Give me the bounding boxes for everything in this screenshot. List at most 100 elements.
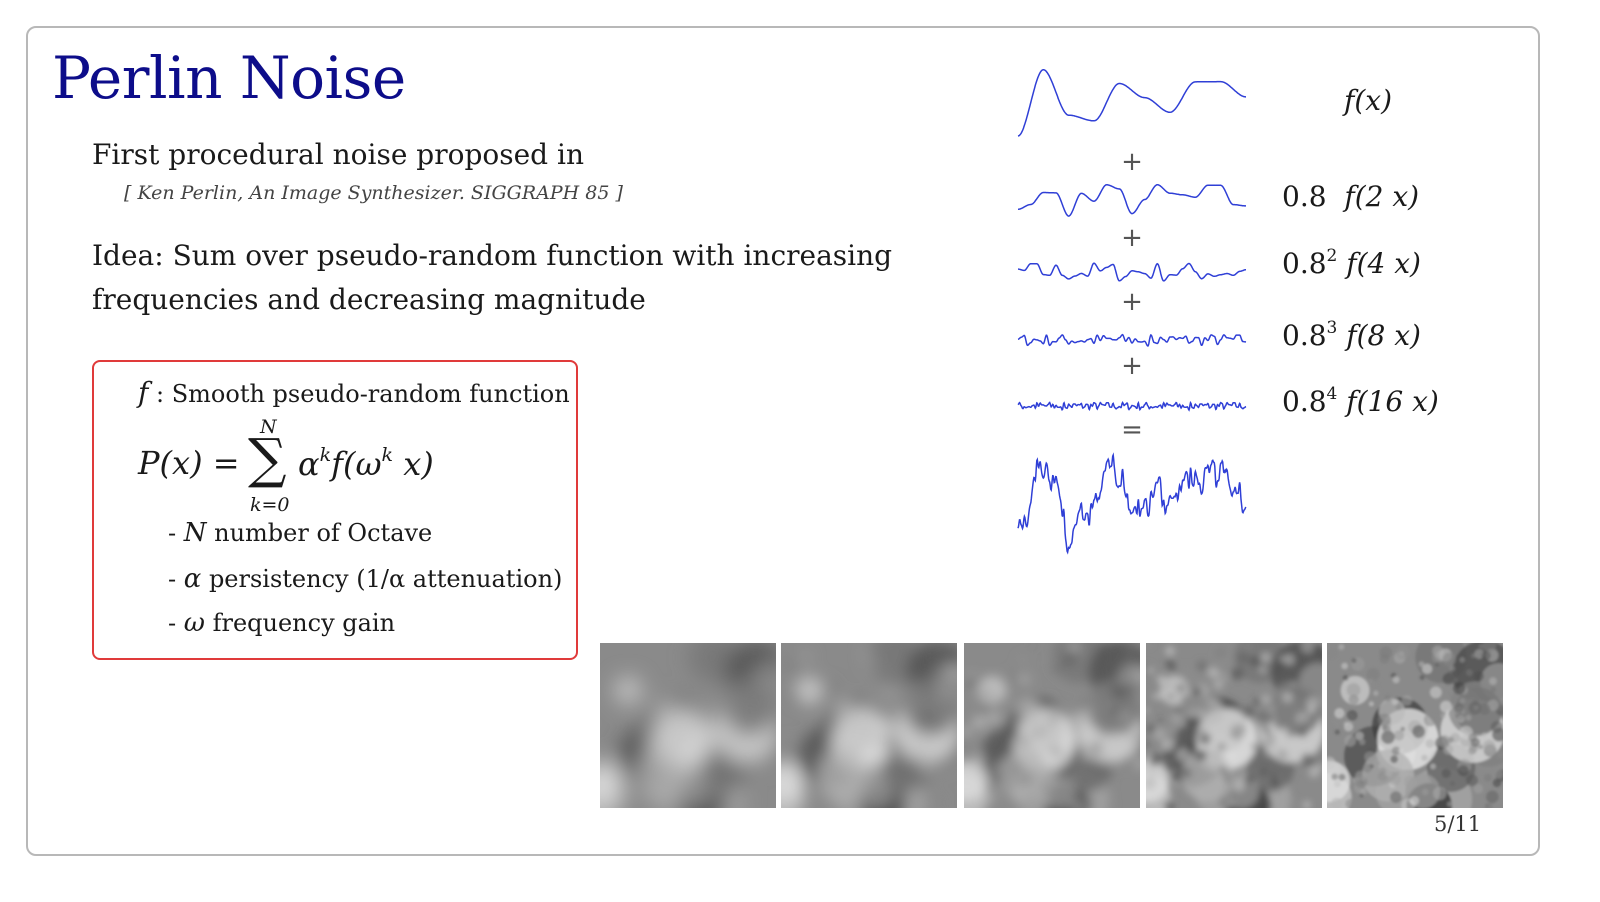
noise-detail [1351,658,1357,664]
noise-detail [1180,767,1192,779]
noise-detail [967,676,978,687]
bullet-dash: - [168,565,184,593]
noise-detail [1261,686,1274,699]
noise-detail [1369,678,1374,683]
noise-detail [920,762,931,772]
noise-detail [1045,697,1054,706]
noise-blob [613,675,643,706]
noise-detail [1006,786,1012,792]
noise-detail [1064,654,1075,665]
noise-detail [1395,645,1410,660]
noise-detail [1389,773,1402,786]
bullet-symbol: ω [183,608,205,638]
noise-texture-octave-5 [1327,643,1503,808]
noise-detail [1298,720,1310,732]
noise-detail [1342,674,1349,681]
octave-wave-1 [1017,68,1246,137]
noise-detail [1214,647,1227,659]
noise-detail [1355,770,1367,782]
noise-detail [1466,774,1478,787]
noise-detail [1168,768,1176,776]
noise-detail [1259,767,1268,776]
noise-detail [1281,691,1294,703]
noise-detail [1203,724,1208,729]
wave-coef: 0.8 [1282,247,1327,280]
noise-detail [930,796,943,808]
noise-detail [1378,764,1383,769]
noise-detail [1478,744,1484,750]
noise-detail [1457,765,1469,777]
bullet-text: frequency gain [204,609,396,637]
noise-detail [988,793,997,802]
noise-detail [1368,701,1374,707]
noise-detail [1306,705,1316,715]
formula-alpha: α [298,445,320,483]
noise-blob [859,773,895,808]
noise-detail [783,657,798,672]
noise-detail [1490,686,1497,693]
noise-detail [1423,713,1437,727]
noise-detail [1126,647,1136,657]
noise-detail [1441,768,1451,778]
noise-detail [1083,798,1094,808]
noise-detail [893,800,903,808]
noise-blob [794,675,824,706]
f-definition-text: : Smooth pseudo-random function [148,380,570,408]
octave-wave-5 [1017,400,1247,412]
noise-detail [1164,800,1175,808]
formula-rhs: αkf(ωk x) [298,444,434,483]
noise-detail [1472,699,1479,706]
bullet-octave: - N number of Octave [168,518,432,548]
noise-detail [804,767,815,777]
noise-detail [1360,788,1367,796]
noise-detail [1176,683,1186,694]
noise-detail [1008,679,1014,686]
noise-detail [903,760,910,767]
noise-detail [1496,751,1503,759]
noise-detail [1112,731,1119,737]
noise-detail [1391,698,1399,706]
noise-detail [1012,763,1020,771]
noise-detail [1164,758,1172,766]
sum-symbol: ∑ [248,427,287,490]
citation: [ Ken Perlin, An Image Synthesizer. SIGG… [124,182,623,204]
noise-detail [1131,668,1140,680]
noise-detail [1095,737,1103,745]
noise-detail [1412,725,1426,738]
noise-detail [1147,724,1156,734]
noise-detail [937,643,945,651]
formula-f: f(ω [331,445,382,483]
noise-detail [1409,796,1420,806]
noise-detail [885,709,897,721]
noise-detail [1259,666,1266,674]
noise-blob [1042,773,1078,808]
plus-operator: + [1121,287,1143,317]
noise-detail [1449,665,1456,672]
noise-detail [1075,803,1085,808]
idea-text: Idea: Sum over pseudo-random function wi… [92,239,893,316]
noise-detail [1193,687,1202,696]
noise-detail [1271,778,1279,787]
octave-wave-2 [1018,184,1246,217]
noise-detail [896,752,904,760]
noise-detail [1338,643,1345,650]
noise-detail [1195,727,1205,736]
noise-detail [942,725,949,732]
noise-detail [1303,801,1311,808]
wave-exponent: 3 [1326,318,1338,338]
noise-detail [1174,780,1180,787]
noise-detail [890,652,897,659]
noise-detail [1164,726,1178,741]
noise-detail [1401,695,1413,706]
noise-detail [1158,718,1163,723]
noise-detail [964,799,972,806]
noise-detail [790,693,799,702]
noise-detail [1151,692,1159,700]
noise-detail [964,737,971,749]
noise-detail [1379,653,1390,664]
noise-detail [1207,666,1220,679]
noise-detail [1478,644,1483,649]
noise-detail [1070,712,1082,724]
noise-detail [1147,768,1155,777]
noise-detail [1253,697,1261,706]
